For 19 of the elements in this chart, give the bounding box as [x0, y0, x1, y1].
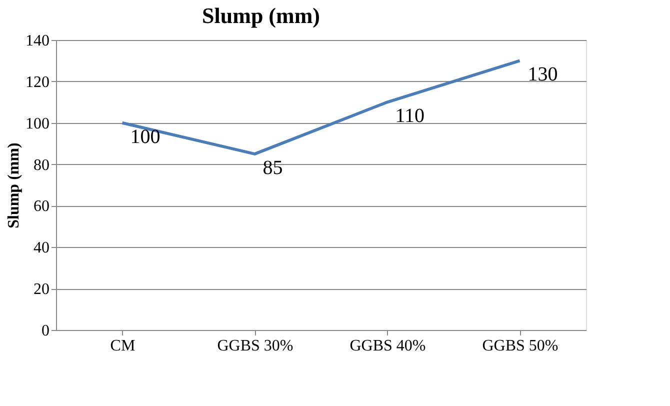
y-tick-label: 140 [26, 32, 50, 50]
y-tick-label: 120 [26, 74, 50, 91]
y-tick-label: 60 [34, 198, 50, 216]
x-tick-label: GGBS 40% [350, 338, 426, 354]
data-label: 130 [528, 64, 558, 86]
chart-title: Slump (mm) [202, 3, 320, 28]
line-series [120, 59, 522, 156]
data-label: 85 [262, 156, 283, 179]
x-tick-label: GGBS 50% [482, 338, 558, 354]
y-tick-label: 100 [26, 115, 50, 132]
y-tick-label: 20 [34, 281, 50, 298]
x-tick-label: GGBS 30% [217, 338, 294, 354]
data-label: 110 [395, 105, 425, 128]
y-tick-label: 40 [34, 240, 50, 257]
y-tick-label: 80 [34, 156, 50, 174]
data-label: 100 [130, 126, 160, 148]
x-tick-label: CM [110, 338, 136, 354]
y-axis-title: Slump (mm) [6, 142, 22, 228]
y-tick-label: 0 [42, 322, 50, 340]
